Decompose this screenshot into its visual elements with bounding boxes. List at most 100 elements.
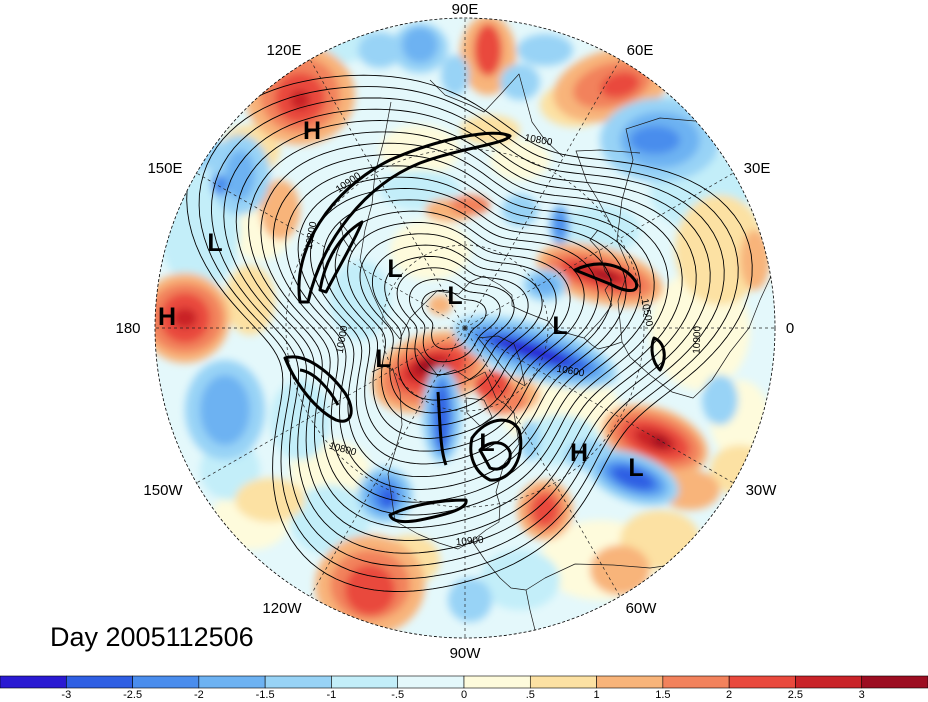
colorbar-tick-label: 1.5 (655, 689, 670, 701)
contour-label: 10900 (692, 325, 704, 354)
longitude-label: 120W (262, 600, 302, 617)
anomaly-region (652, 436, 668, 448)
anomaly-region (402, 27, 438, 63)
colorbar-tick-label: 1 (594, 689, 600, 701)
anomaly-region (702, 375, 738, 425)
high-pressure-marker: H (303, 117, 321, 145)
thick-contour (469, 418, 523, 482)
anomaly-region (330, 260, 390, 340)
anomaly-region (532, 494, 558, 526)
anomaly-region (600, 72, 640, 98)
height-contour (359, 233, 557, 414)
height-contour (396, 267, 515, 376)
longitude-label: 30W (746, 482, 778, 499)
height-contour (248, 131, 683, 529)
anomaly-region (441, 55, 469, 95)
colorbar-tick-label: -1.5 (256, 689, 275, 701)
colorbar-swatch (198, 675, 266, 689)
contour-label: 10000 (335, 324, 351, 354)
height-contour (409, 278, 501, 363)
height-contour (322, 199, 599, 452)
coastline-mediterranean-north (583, 229, 613, 339)
colorbar-swatch (331, 675, 399, 689)
meridian-line (464, 59, 621, 329)
anomaly-region (428, 295, 452, 315)
coastline-greenland (477, 335, 526, 387)
colorbar-swatch (0, 675, 67, 689)
longitude-label: 90E (452, 1, 479, 18)
anomaly-region (675, 195, 765, 305)
anomaly-region (500, 64, 540, 100)
low-pressure-marker: L (207, 229, 222, 257)
colorbar-ticks: -3 -2.5 -2 -1.5 -1 -.5 0 .5 1 1.5 2 2.5 … (61, 689, 864, 701)
height-contour (260, 142, 669, 516)
longitude-label: 30E (744, 160, 771, 177)
height-contour (285, 165, 641, 490)
map-disc (155, 18, 775, 638)
coastline-south-asia (429, 73, 564, 158)
colorbar-swatch (529, 675, 597, 689)
colorbar-tick-label: -1 (327, 689, 337, 701)
coastline-hudson-bay (465, 397, 493, 427)
anomaly-region (554, 211, 566, 239)
anomaly-region (450, 195, 490, 215)
meridian-line (464, 327, 734, 484)
anomaly-region (474, 24, 502, 76)
longitude-label: 90W (450, 645, 482, 662)
height-contour (334, 210, 585, 439)
anomaly-shading (155, 18, 770, 635)
colorbar (0, 675, 928, 689)
meridian-line (196, 327, 466, 484)
thick-contour (318, 220, 364, 294)
anomaly-region (531, 275, 559, 295)
anomaly-region (390, 220, 470, 280)
low-pressure-marker: L (375, 345, 390, 373)
anomaly-region (173, 308, 197, 328)
coastline-east-asia (359, 101, 401, 340)
longitude-label: 150W (143, 482, 183, 499)
anomaly-region (290, 90, 310, 110)
colorbar-swatch (463, 675, 531, 689)
anomaly-region (358, 32, 402, 68)
anomaly-region (200, 375, 250, 445)
colorbar-swatch (861, 675, 928, 689)
anomaly-region (480, 550, 560, 610)
contour-label: 10600 (556, 364, 586, 380)
anomaly-region (380, 125, 460, 175)
low-pressure-marker: L (479, 429, 494, 457)
colorbar-swatch (795, 675, 863, 689)
height-contour (198, 86, 739, 580)
map-title: Day 2005112506 (50, 622, 254, 652)
contour-label: 10800 (524, 133, 554, 149)
contour-label: 10500 (639, 298, 655, 328)
colorbar-swatch (397, 675, 465, 689)
colorbar-swatch (264, 675, 332, 689)
anomaly-region (448, 578, 492, 622)
colorbar-tick-label: -3 (61, 689, 71, 701)
longitude-label: 0 (786, 320, 794, 337)
colorbar-tick-label: 0 (461, 689, 467, 701)
thick-contour (283, 355, 353, 423)
thick-contour (436, 391, 448, 466)
meridian-line (464, 327, 621, 597)
anomaly-region (517, 34, 573, 66)
meridian-line (464, 172, 734, 329)
anomaly-region (180, 130, 220, 170)
colorbar-tick-label: 2.5 (788, 689, 803, 701)
anomaly-region (740, 230, 770, 290)
high-pressure-marker: H (158, 303, 176, 331)
anomaly-region (490, 140, 550, 180)
high-pressure-marker: H (570, 439, 588, 467)
height-contour (347, 222, 571, 427)
low-pressure-marker: L (387, 255, 402, 283)
meridian-line (196, 172, 466, 329)
height-contour (235, 120, 697, 541)
height-contour (223, 108, 711, 554)
anomaly-region (260, 180, 300, 240)
coastline-north-america-arctic (390, 347, 497, 399)
thick-contour (573, 262, 639, 292)
thick-contour (297, 131, 512, 304)
thick-contours (283, 131, 666, 524)
longitude-label: 180 (115, 320, 140, 337)
anomaly-region (460, 115, 520, 145)
